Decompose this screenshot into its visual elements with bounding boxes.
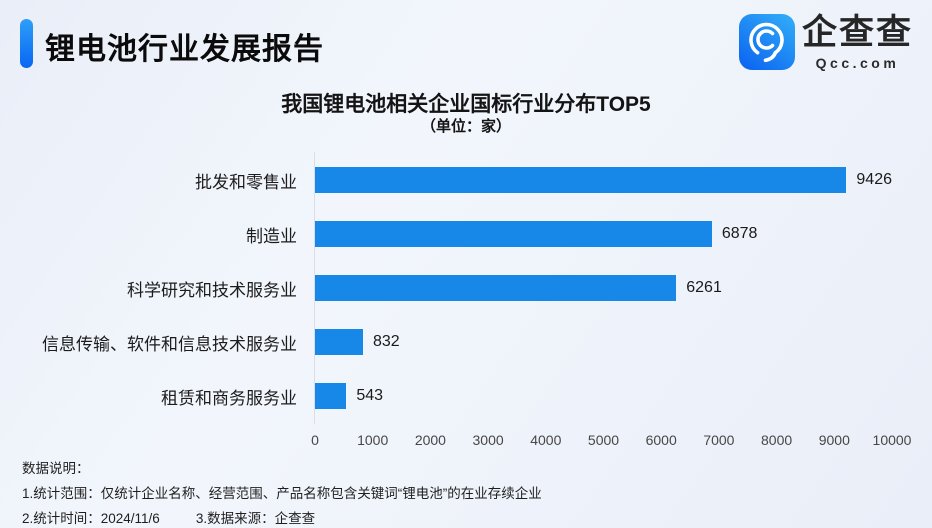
bar: [315, 221, 712, 247]
bar-value-label: 9426: [856, 171, 892, 188]
bar-value-label: 832: [373, 333, 400, 350]
bar-row: 制造业 6878: [0, 221, 932, 247]
category-label: 科学研究和技术服务业: [127, 280, 297, 300]
x-tick: 9000: [818, 432, 850, 448]
bar: [315, 167, 847, 193]
bar-value-label: 543: [356, 387, 384, 404]
title-accent-bar: [20, 19, 33, 68]
bar-track: 9426: [315, 167, 892, 193]
footer-label: 数据说明：: [22, 461, 90, 476]
category-label: 信息传输、软件和信息技术服务业: [42, 334, 297, 354]
footer-line3: 2.统计时间：2024/11/6 3.数据来源：企查查: [22, 507, 315, 527]
x-tick: 3000: [472, 432, 504, 448]
footer-note-source: 3.数据来源：企查查: [195, 511, 316, 526]
footer-note-time: 2.统计时间：2024/11/6: [22, 511, 160, 526]
category-label: 批发和零售业: [195, 172, 297, 192]
footer-note-scope: 1.统计范围：仅统计企业名称、经营范围、产品名称包含关键词“锂电池”的在业存续企…: [22, 486, 542, 501]
qcc-logo-name: 企查查: [801, 13, 913, 52]
x-tick: 0: [311, 432, 319, 448]
x-axis-ticks: 0 1000 2000 3000 4000 5000 6000 7000 800…: [311, 432, 911, 450]
bar-track: 6261: [315, 275, 892, 301]
bar-row: 批发和零售业 9426: [0, 167, 932, 193]
bar-track: 6878: [315, 221, 892, 247]
category-label: 租赁和商务服务业: [161, 388, 297, 408]
x-tick: 2000: [414, 432, 446, 448]
bar: [315, 275, 677, 301]
x-tick: 10000: [872, 432, 912, 448]
bar-row: 信息传输、软件和信息技术服务业 832: [0, 329, 932, 355]
y-axis-line: [314, 152, 315, 424]
qcc-logo: 企查查 Qcc.com: [738, 13, 913, 71]
x-tick: 7000: [703, 432, 735, 448]
x-tick: 8000: [761, 432, 793, 448]
bar-row: 租赁和商务服务业 543: [0, 383, 932, 409]
report-title: 锂电池行业发展报告: [45, 33, 324, 66]
x-tick: 4000: [530, 432, 562, 448]
qcc-logo-domain: Qcc.com: [815, 54, 900, 71]
bar: [315, 383, 347, 409]
bar-chart: 批发和零售业 9426 制造业 6878 科学研究和技术服务业 6261 信息传…: [0, 167, 932, 437]
x-tick: 6000: [645, 432, 677, 448]
qcc-logo-text: 企查查 Qcc.com: [801, 13, 913, 71]
bar-track: 832: [315, 329, 892, 355]
bar: [315, 329, 363, 355]
qcc-magnifier-icon: [738, 14, 795, 71]
category-label: 制造业: [246, 226, 297, 246]
bar-track: 543: [315, 383, 892, 409]
chart-subtitle: （单位：家）: [420, 118, 511, 135]
x-tick: 1000: [357, 432, 389, 448]
chart-title: 我国锂电池相关企业国标行业分布TOP5: [281, 93, 651, 116]
bar-row: 科学研究和技术服务业 6261: [0, 275, 932, 301]
bar-value-label: 6878: [721, 225, 758, 242]
x-tick: 5000: [587, 432, 620, 448]
bar-value-label: 6261: [686, 279, 722, 296]
